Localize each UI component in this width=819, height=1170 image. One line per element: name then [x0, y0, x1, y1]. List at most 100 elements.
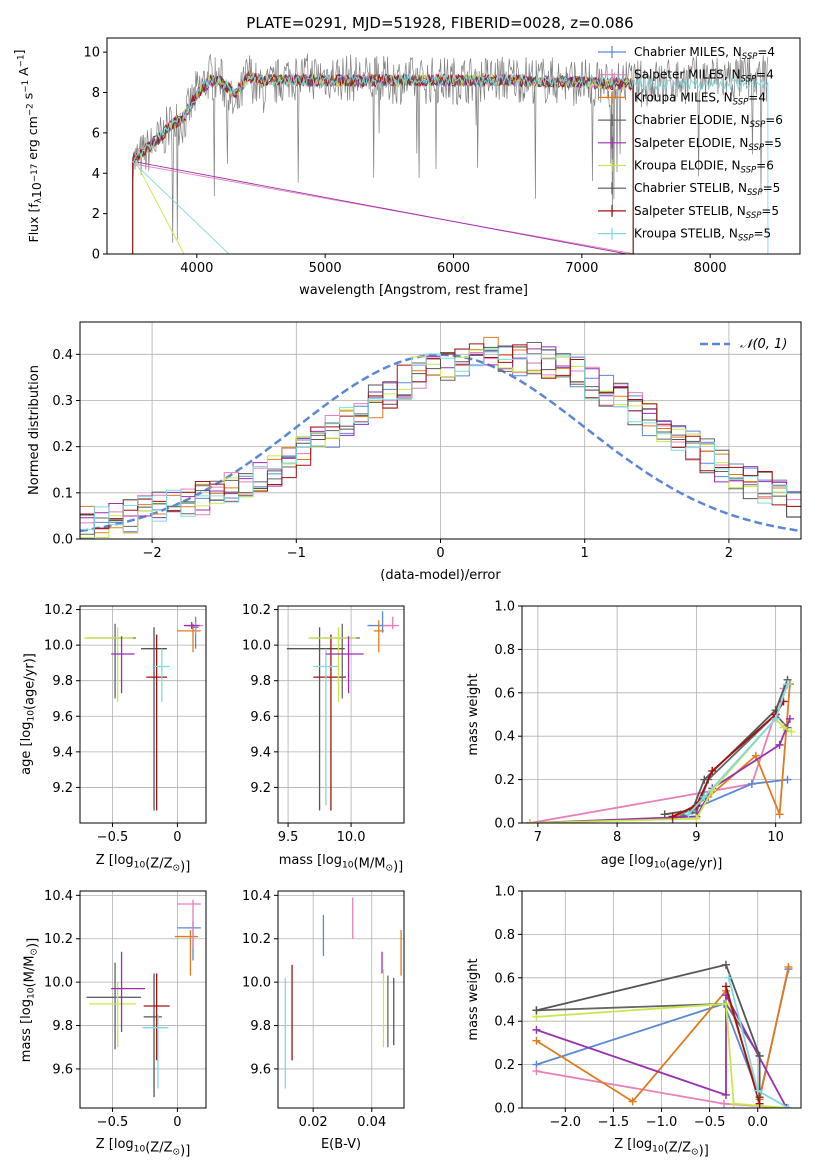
y-axis-label-part: ⊙: [30, 948, 40, 956]
weight-marker: [720, 1099, 729, 1108]
y-axis-label-part: ]: [12, 50, 27, 55]
axes-frame: [277, 605, 405, 824]
x-tick-label: 8000: [694, 261, 727, 276]
spectrum-model-line: [132, 72, 634, 254]
y-tick-label: 2: [92, 207, 100, 222]
x-axis-label-part: 10: [652, 1144, 664, 1154]
y-tick-label: 9.6: [250, 1062, 271, 1077]
weight-line: [536, 963, 761, 1098]
panel-age-vs-mass: 9.5 10.0 9.2 9.4 9.6 9.8 10.0 10.2 mass [log10(M…: [242, 603, 405, 875]
weight-marker: [747, 779, 756, 788]
x-axis-label-part: (M/M: [354, 856, 386, 871]
y-axis-label: Normed distribution: [27, 365, 42, 495]
y-tick-label: 9.8: [250, 1019, 271, 1034]
legend-text: Chabrier ELODIE, N: [634, 113, 750, 127]
y-axis-label-part: 10: [29, 182, 44, 198]
axes-frame: [521, 605, 802, 824]
y-tick-label: 0.0: [494, 1102, 515, 1117]
y-axis-label-part: mass [log: [19, 999, 34, 1062]
x-axis-label: Z [log10(Z/Z⊙)]: [614, 1137, 709, 1159]
x-axis-label: (data-model)/error: [380, 568, 501, 583]
y-tick-label: 8: [92, 86, 100, 101]
legend-label: Salpeter MILES, NSSP=4: [634, 68, 774, 85]
error-bar-point: [141, 627, 168, 811]
error-bar-point: [143, 973, 162, 1098]
y-axis-label: mass weight: [466, 673, 481, 755]
x-tick-label: 10: [767, 830, 784, 845]
x-tick-label: 6000: [437, 261, 470, 276]
weight-marker: [785, 714, 794, 723]
x-tick-label: 0.04: [357, 1115, 386, 1130]
legend-suffix: =5: [763, 181, 781, 195]
y-tick-label: 10.2: [44, 932, 73, 947]
y-axis-label-part: Flux [f: [26, 203, 41, 243]
grid-group: [278, 606, 404, 823]
x-axis-label-part: ⊙: [691, 1148, 699, 1158]
x-axis-label-part: (age/yr)]: [665, 856, 722, 871]
y-tick-label: 1.0: [494, 885, 515, 900]
axes-group: 4000 5000 6000 7000 8000 0 2 4 6 8 10 wavelength [A…: [12, 37, 801, 298]
weight-marker: [775, 810, 784, 819]
axes-frame: [79, 890, 207, 1109]
x-axis-label-part: 10: [134, 860, 146, 870]
weight-marker: [755, 1051, 764, 1060]
legend-suffix: =4: [748, 90, 766, 104]
weight-marker: [668, 812, 677, 821]
error-bar-point: [86, 623, 136, 699]
x-tick-label: 4000: [180, 261, 213, 276]
error-bar-point: [86, 962, 142, 1050]
y-tick-label: 10.0: [44, 976, 73, 991]
spectrum-model-line: [131, 72, 769, 254]
error-bar-point: [89, 982, 136, 1048]
weight-marker: [721, 999, 730, 1008]
y-tick-label: 0.3: [52, 394, 73, 409]
weight-line: [672, 684, 791, 820]
weight-series: [721, 982, 764, 1108]
weight-marker: [755, 1099, 764, 1108]
y-tick-label: 10.0: [44, 639, 73, 654]
legend-text: Chabrier MILES, N: [634, 45, 742, 59]
y-tick-label: 10.4: [242, 889, 271, 904]
x-tick-label: 0: [173, 830, 181, 845]
error-bar-point: [142, 1014, 169, 1089]
grid-group: [522, 605, 801, 824]
y-tick-label: 10: [83, 46, 100, 61]
x-axis-label: age [log10(age/yr)]: [601, 853, 723, 871]
y-tick-label: 0: [92, 248, 100, 263]
weight-marker: [751, 751, 760, 760]
x-axis-label-part: ⊙: [385, 864, 393, 874]
y-tick-label: 4: [92, 167, 100, 182]
y-axis-label: mass [log10(M/M⊙)]: [19, 938, 41, 1062]
y-axis-label: mass weight: [466, 958, 481, 1040]
plot-area: [131, 53, 769, 254]
weight-marker: [532, 1025, 541, 1034]
x-tick-label: −2.0: [550, 1115, 582, 1130]
plot-area: [86, 899, 201, 1098]
y-axis-label-part: (age/yr)]: [22, 653, 37, 710]
x-tick-label: −1.0: [646, 1115, 678, 1130]
x-tick-label: −1: [287, 546, 306, 561]
error-bar-point: [309, 623, 360, 699]
spectrum-model-line: [132, 72, 634, 254]
y-tick-label: 1.0: [494, 600, 515, 615]
y-tick-label: 10.4: [44, 889, 73, 904]
weight-series: [684, 680, 792, 819]
spectrum-model-line: [132, 71, 634, 254]
x-axis-label: Z [log10(Z/Z⊙)]: [96, 853, 191, 875]
axes-group: −2.0 −1.5 −1.0 −0.5 0.0 0.0 0.2 0.4 0.6 0.8 1.0 Z […: [466, 885, 802, 1159]
x-tick-label: 2: [725, 546, 733, 561]
error-bar-point: [286, 627, 345, 811]
y-tick-label: 0.2: [494, 773, 515, 788]
panel-mass-weight-vs-Z: −2.0 −1.5 −1.0 −0.5 0.0 0.0 0.2 0.4 0.6 0.8 1.0 Z […: [466, 885, 802, 1159]
weight-marker: [700, 775, 709, 784]
weight-marker: [532, 1067, 541, 1076]
panel-mass-vs-ebv: 0.02 0.04 9.6 9.8 10.0 10.2 10.4 E(B-V): [242, 889, 405, 1152]
weight-marker: [721, 1090, 730, 1099]
weight-marker: [532, 1036, 541, 1045]
y-axis-label-part: −1: [17, 54, 27, 67]
x-axis-label-part: Z [log: [96, 853, 134, 868]
error-bar-point: [83, 627, 134, 703]
weight-marker: [783, 775, 792, 784]
weight-line: [529, 688, 785, 823]
legend-sub: SSP: [750, 120, 766, 130]
